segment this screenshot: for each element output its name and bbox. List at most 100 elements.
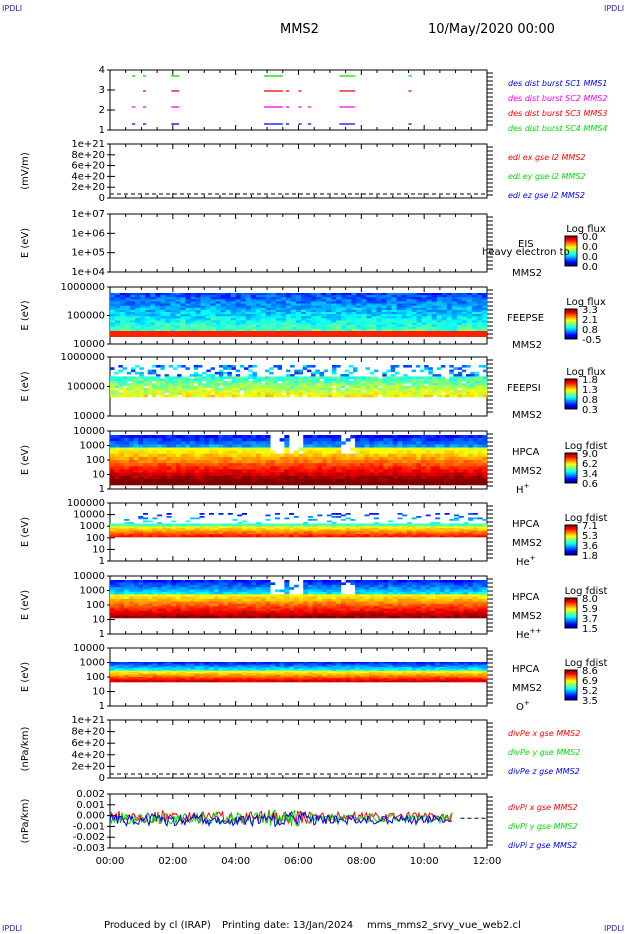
spectrogram-cell [289, 535, 295, 538]
spectrogram-cell [180, 316, 186, 319]
spectrogram-cell [322, 534, 328, 536]
spectrogram-cell [344, 387, 350, 391]
spectrogram-cell [215, 322, 221, 326]
spectrogram-cell [128, 463, 134, 467]
spectrogram-cell [190, 456, 196, 461]
spectrogram-cell [133, 528, 139, 530]
spectrogram-cell [430, 532, 436, 535]
spectrogram-cell [200, 303, 206, 307]
spectrogram-cell [190, 441, 196, 445]
spectrogram-cell [157, 456, 163, 461]
spectrogram-cell [336, 322, 342, 326]
spectrogram-cell [345, 460, 351, 464]
spectrogram-cell [421, 322, 428, 326]
spectrogram-cell [124, 528, 130, 530]
spectrogram-cell [336, 472, 342, 476]
spectrogram-cell [133, 466, 139, 470]
spectrogram-cell [317, 453, 323, 458]
spectrogram-cell [411, 305, 418, 309]
spectrogram-cell [453, 387, 458, 391]
spectrogram-cell [451, 303, 458, 307]
spectrogram-cell [461, 318, 468, 321]
spectrogram-cell [223, 441, 229, 445]
spectrogram-cell [461, 312, 468, 315]
spectrogram-cell [454, 453, 460, 458]
spectrogram-cell [378, 469, 384, 473]
spectrogram-cell [189, 394, 195, 398]
spectrogram-cell [369, 481, 375, 486]
spectrogram-cell [124, 531, 130, 533]
spectrogram-cell [311, 320, 317, 323]
spectrogram-cell [344, 394, 350, 398]
spectrogram-cell [351, 295, 357, 298]
spectrogram-cell [312, 444, 318, 448]
spectrogram-cell [195, 312, 201, 315]
spectrogram-cell [166, 531, 172, 533]
spectrogram-cell [406, 301, 412, 304]
spectrogram-cell [235, 326, 242, 330]
spectrogram-cell [357, 394, 362, 398]
spectrogram-cell [227, 381, 232, 384]
spectrogram-cell [189, 392, 195, 396]
spectrogram-cell [396, 320, 402, 323]
spectrogram-cell [416, 444, 422, 448]
spectrogram-cell [371, 316, 377, 319]
spectrogram-cell [319, 376, 324, 380]
spectrogram-cell [118, 365, 123, 368]
spectrogram-cell [245, 293, 252, 296]
spectrogram-cell [273, 378, 278, 382]
spectrogram-cell [142, 447, 148, 451]
spectrogram-cell [341, 305, 347, 309]
spectrogram-cell [444, 534, 450, 536]
spectrogram-cell [273, 390, 278, 393]
spectrogram-cell [326, 301, 332, 304]
spectrogram-cell [411, 460, 417, 464]
spectrogram-cell [147, 523, 153, 526]
spectrogram-cell [326, 295, 332, 298]
spectrogram-cell [326, 438, 332, 442]
spectrogram-cell [411, 322, 418, 326]
spectrogram-cell [231, 367, 236, 370]
spectrogram-cell [157, 534, 163, 536]
spectrogram-cell [344, 381, 350, 384]
spectrogram-cell [373, 369, 379, 373]
spectrogram-cell [246, 450, 252, 455]
spectrogram-cell [120, 301, 126, 304]
spectrogram-cell [281, 383, 287, 386]
spectrogram-cell [181, 365, 186, 368]
spectrogram-cell [273, 381, 278, 384]
spectrogram-cell [114, 441, 120, 445]
spectrogram-cell [382, 390, 387, 393]
spectrogram-cell [361, 297, 367, 300]
spectrogram-cell [402, 438, 408, 442]
spectrogram-cell [365, 392, 371, 396]
spectrogram-cell [359, 472, 365, 476]
spectrogram-cell [364, 528, 370, 530]
spectrogram-cell [463, 460, 469, 464]
spectrogram-cell [366, 295, 372, 298]
spectrogram-cell [181, 390, 186, 393]
spectrogram-cell [151, 376, 157, 380]
spectrogram-cell [157, 522, 163, 524]
spectrogram-cell [457, 371, 463, 375]
spectrogram-cell [185, 381, 190, 384]
spectrogram-cell [280, 312, 287, 315]
spectrogram-cell [200, 299, 206, 302]
spectrogram-cell [215, 307, 221, 311]
spectrogram-cell [451, 301, 458, 304]
spectrogram-cell [210, 299, 216, 302]
spectrogram-cell [340, 523, 346, 526]
spectrogram-cell [431, 299, 438, 302]
spectrogram-cell [326, 531, 332, 533]
spectrogram-cell [382, 378, 387, 382]
spectrogram-cell [396, 307, 402, 311]
spectrogram-cell [346, 328, 352, 332]
spectrogram-cell [189, 374, 195, 377]
spectrogram-cell [336, 299, 342, 302]
spectrogram-cell [223, 450, 229, 455]
spectrogram-cell [190, 481, 196, 486]
spectrogram-cell [406, 528, 412, 530]
spectrogram-cell [147, 472, 153, 476]
spectrogram-cell [396, 295, 402, 298]
spectrogram-cell [365, 394, 371, 398]
